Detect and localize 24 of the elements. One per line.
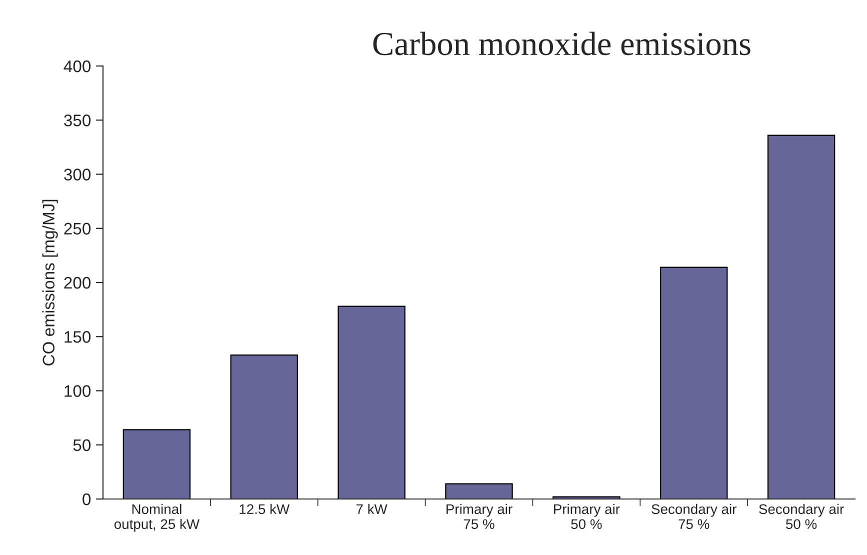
bar: [445, 483, 513, 499]
x-tick-label: Nominal output, 25 kW: [114, 504, 200, 532]
y-tick-label: 0: [82, 493, 91, 506]
x-tick-label: 7 kW: [356, 504, 388, 514]
x-tick-label: Secondary air 50 %: [759, 504, 844, 530]
chart-title: Carbon monoxide emissions: [373, 32, 750, 56]
y-tick-label: 400: [64, 60, 91, 72]
bar: [122, 429, 191, 499]
bar: [338, 306, 406, 499]
bar: [660, 266, 728, 499]
y-tick-label: 200: [64, 276, 91, 289]
x-tick-label: Primary air 50 %: [554, 504, 620, 530]
bar: [230, 354, 298, 499]
y-tick-label: 300: [64, 168, 91, 180]
x-tick-label: Secondary air 75 %: [652, 504, 736, 530]
y-axis-title: CO emissions [mg/MJ]: [42, 200, 58, 366]
y-tick-label: 150: [64, 331, 91, 343]
x-tick-label: 12.5 kW: [240, 504, 290, 514]
x-tick-label: Primary air 75 %: [446, 504, 512, 530]
y-tick-label: 250: [64, 222, 91, 235]
bar: [767, 134, 836, 499]
y-tick-label: 100: [64, 385, 91, 397]
y-tick-label: 50: [73, 439, 91, 452]
y-tick-label: 350: [64, 114, 91, 126]
